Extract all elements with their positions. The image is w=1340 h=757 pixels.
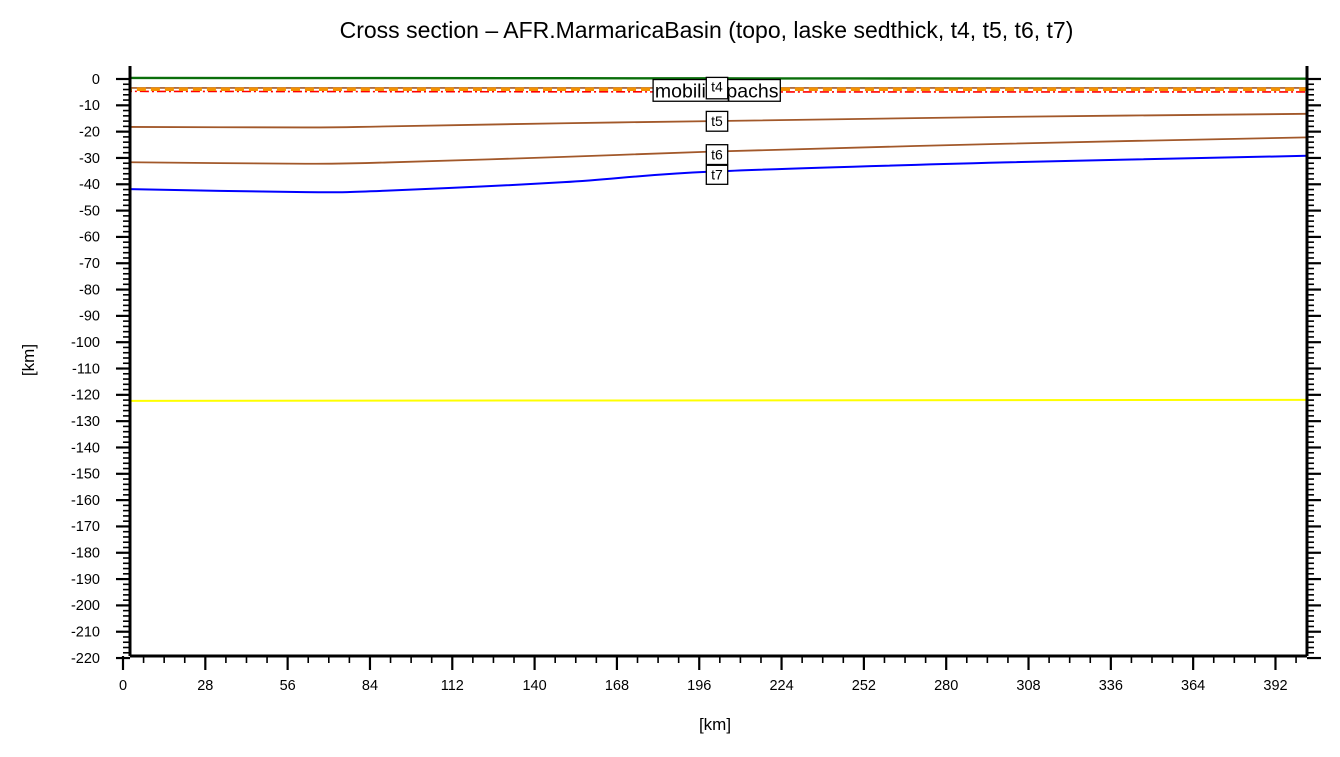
svg-text:308: 308	[1016, 678, 1040, 694]
svg-text:-90: -90	[79, 309, 100, 325]
svg-text:-150: -150	[71, 467, 100, 483]
svg-text:-200: -200	[71, 598, 100, 614]
svg-text:140: 140	[522, 678, 546, 694]
svg-text:-100: -100	[71, 335, 100, 351]
svg-text:-180: -180	[71, 546, 100, 562]
svg-text:t6: t6	[711, 146, 723, 162]
svg-text:t5: t5	[711, 113, 723, 129]
svg-text:-60: -60	[79, 230, 100, 246]
svg-text:224: 224	[769, 678, 793, 694]
svg-text:280: 280	[934, 678, 958, 694]
svg-text:-50: -50	[79, 203, 100, 219]
svg-text:-140: -140	[71, 440, 100, 456]
svg-text:112: 112	[441, 678, 464, 694]
svg-text:-10: -10	[79, 98, 100, 114]
svg-text:-130: -130	[71, 414, 100, 430]
svg-text:-80: -80	[79, 282, 100, 298]
svg-text:-120: -120	[71, 388, 100, 404]
svg-text:56: 56	[280, 678, 296, 694]
svg-text:252: 252	[852, 678, 876, 694]
svg-text:-70: -70	[79, 256, 100, 272]
svg-text:-220: -220	[71, 651, 100, 667]
svg-text:-210: -210	[71, 625, 100, 641]
svg-text:-160: -160	[71, 493, 100, 509]
svg-text:336: 336	[1099, 678, 1123, 694]
svg-text:t7: t7	[711, 167, 723, 183]
svg-text:196: 196	[687, 678, 711, 694]
svg-text:t4: t4	[711, 79, 723, 95]
svg-text:-30: -30	[79, 151, 100, 167]
svg-text:-190: -190	[71, 572, 100, 588]
svg-text:168: 168	[605, 678, 629, 694]
svg-text:0: 0	[119, 678, 127, 694]
svg-text:-40: -40	[79, 177, 100, 193]
svg-text:-20: -20	[79, 124, 100, 140]
svg-text:84: 84	[362, 678, 378, 694]
svg-text:-110: -110	[72, 361, 100, 377]
svg-text:392: 392	[1263, 678, 1287, 694]
svg-text:28: 28	[197, 678, 213, 694]
svg-text:0: 0	[92, 72, 100, 88]
svg-text:-170: -170	[71, 519, 100, 535]
svg-text:364: 364	[1181, 678, 1205, 694]
